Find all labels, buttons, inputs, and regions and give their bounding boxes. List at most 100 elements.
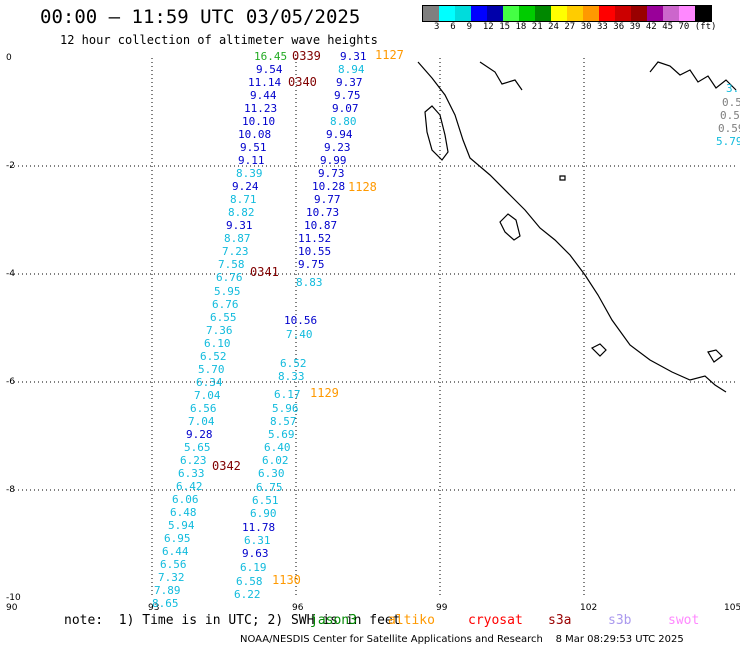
legend-swatch: [647, 6, 663, 21]
wave-height-value: 8.80: [330, 115, 357, 128]
x-axis-tick: 96: [292, 603, 304, 613]
y-axis-tick: -10: [6, 593, 21, 603]
x-axis-tick: 102: [580, 603, 598, 613]
wave-height-value: 6.58: [236, 575, 263, 588]
legend-label: 39: [629, 22, 641, 32]
y-axis-tick: -2: [6, 161, 15, 171]
wave-height-value: 8.33: [278, 370, 305, 383]
wave-height-value: 6.51: [252, 494, 279, 507]
legend-label: 27: [564, 22, 576, 32]
island-east: [707, 349, 723, 363]
legend-label: 42: [645, 22, 657, 32]
satellite-key-s3a: s3a: [548, 613, 572, 628]
wave-height-value: 3.3: [726, 82, 740, 95]
island-tiny: [590, 343, 607, 357]
wave-height-value: 6.06: [172, 493, 199, 506]
y-axis-tick: -8: [6, 485, 15, 495]
wave-height-value: 9.37: [336, 76, 363, 89]
wave-height-value: 5.95: [214, 285, 241, 298]
wave-height-value: 9.51: [240, 141, 267, 154]
wave-height-value: 7.23: [222, 245, 249, 258]
wave-height-value: 6.56: [190, 402, 217, 415]
x-axis-tick: 90: [6, 603, 18, 613]
legend-label: 9: [466, 22, 473, 32]
wave-height-value: 9.24: [232, 180, 259, 193]
wave-height-value: 6.76: [216, 271, 243, 284]
wave-height-value: 6.40: [264, 441, 291, 454]
wave-height-value: 8.71: [230, 193, 257, 206]
legend-swatch: [599, 6, 615, 21]
legend-swatch: [487, 6, 503, 21]
y-axis-tick: -6: [6, 377, 15, 387]
pass-time-label: 0340: [288, 75, 317, 89]
wave-height-value: 9.77: [314, 193, 341, 206]
wave-height-value: 7.32: [158, 571, 185, 584]
legend-label: 24: [548, 22, 559, 32]
wave-height-value: 8.57: [270, 415, 297, 428]
wave-height-value: 9.44: [250, 89, 277, 102]
wave-height-value: 11.52: [298, 232, 332, 245]
legend-swatch: [503, 6, 519, 21]
wave-height-value: 9.75: [334, 89, 361, 102]
pass-time-label: 1128: [348, 180, 377, 194]
footer-note: note: 1) Time is in UTC; 2) SWH is in fe…: [64, 613, 401, 628]
legend-swatch: [679, 6, 695, 21]
coastline-north: [479, 61, 523, 91]
pass-time-label: 1130: [272, 573, 301, 587]
island-large: [424, 105, 449, 161]
wave-height-value: 7.04: [194, 389, 221, 402]
legend-label: 21: [531, 22, 543, 32]
wave-height-value: 10.55: [298, 245, 332, 258]
x-axis-tick: 93: [148, 603, 160, 613]
coastline-mainland: [417, 61, 727, 393]
legend-label: 18: [515, 22, 527, 32]
wave-height-value: 6.30: [258, 467, 285, 480]
wave-height-value: 10.87: [304, 219, 338, 232]
legend-label: 30: [580, 22, 592, 32]
wave-height-value: 8.39: [236, 167, 263, 180]
wave-height-value: 6.19: [240, 561, 267, 574]
coast-marker: [559, 175, 566, 181]
wave-height-value: 6.42: [176, 480, 203, 493]
y-axis-tick: -4: [6, 269, 15, 279]
legend-label: 70: [678, 22, 690, 32]
pass-time-label: 0342: [212, 459, 241, 473]
legend-swatch: [567, 6, 583, 21]
legend-label: 45: [662, 22, 674, 32]
wave-height-value: 6.23: [180, 454, 207, 467]
wave-height-value: 5.96: [272, 402, 299, 415]
wave-height-value: 6.76: [212, 298, 239, 311]
wave-height-value: 8.82: [228, 206, 255, 219]
wave-height-value: 8.65: [152, 597, 179, 610]
wave-height-value: 7.04: [188, 415, 215, 428]
wave-height-value: 10.56: [284, 314, 318, 327]
legend-swatch: [615, 6, 631, 21]
wave-height-value: 6.10: [204, 337, 231, 350]
pass-time-label: 1127: [375, 48, 404, 62]
wave-height-value: 6.55: [210, 311, 237, 324]
wave-height-value: 6.44: [162, 545, 189, 558]
wave-height-value: 11.23: [244, 102, 278, 115]
y-axis-tick: 0: [6, 53, 12, 63]
wave-height-value: 9.94: [326, 128, 353, 141]
satellite-key-jason3: jason3: [310, 613, 357, 628]
wave-height-value: 8.94: [338, 63, 365, 76]
wave-height-value: 6.90: [250, 507, 277, 520]
legend-swatch: [519, 6, 535, 21]
wave-height-value: 9.11: [238, 154, 265, 167]
wave-height-value: 6.52: [200, 350, 227, 363]
wave-height-value: 10.73: [306, 206, 340, 219]
wave-height-value: 5.79: [716, 135, 740, 148]
wave-height-value: 0.59: [720, 109, 740, 122]
wave-height-value: 6.17: [274, 388, 301, 401]
wave-height-value: 5.69: [268, 428, 295, 441]
wave-height-value: 6.56: [160, 558, 187, 571]
wave-height-value: 7.40: [286, 328, 313, 341]
wave-height-value: 6.48: [170, 506, 197, 519]
wave-height-value: 7.58: [218, 258, 245, 271]
x-axis-tick: 99: [436, 603, 448, 613]
satellite-key-altiko: altiko: [388, 613, 435, 628]
legend-swatch: [455, 6, 471, 21]
map-subtitle: 12 hour collection of altimeter wave hei…: [60, 33, 378, 47]
